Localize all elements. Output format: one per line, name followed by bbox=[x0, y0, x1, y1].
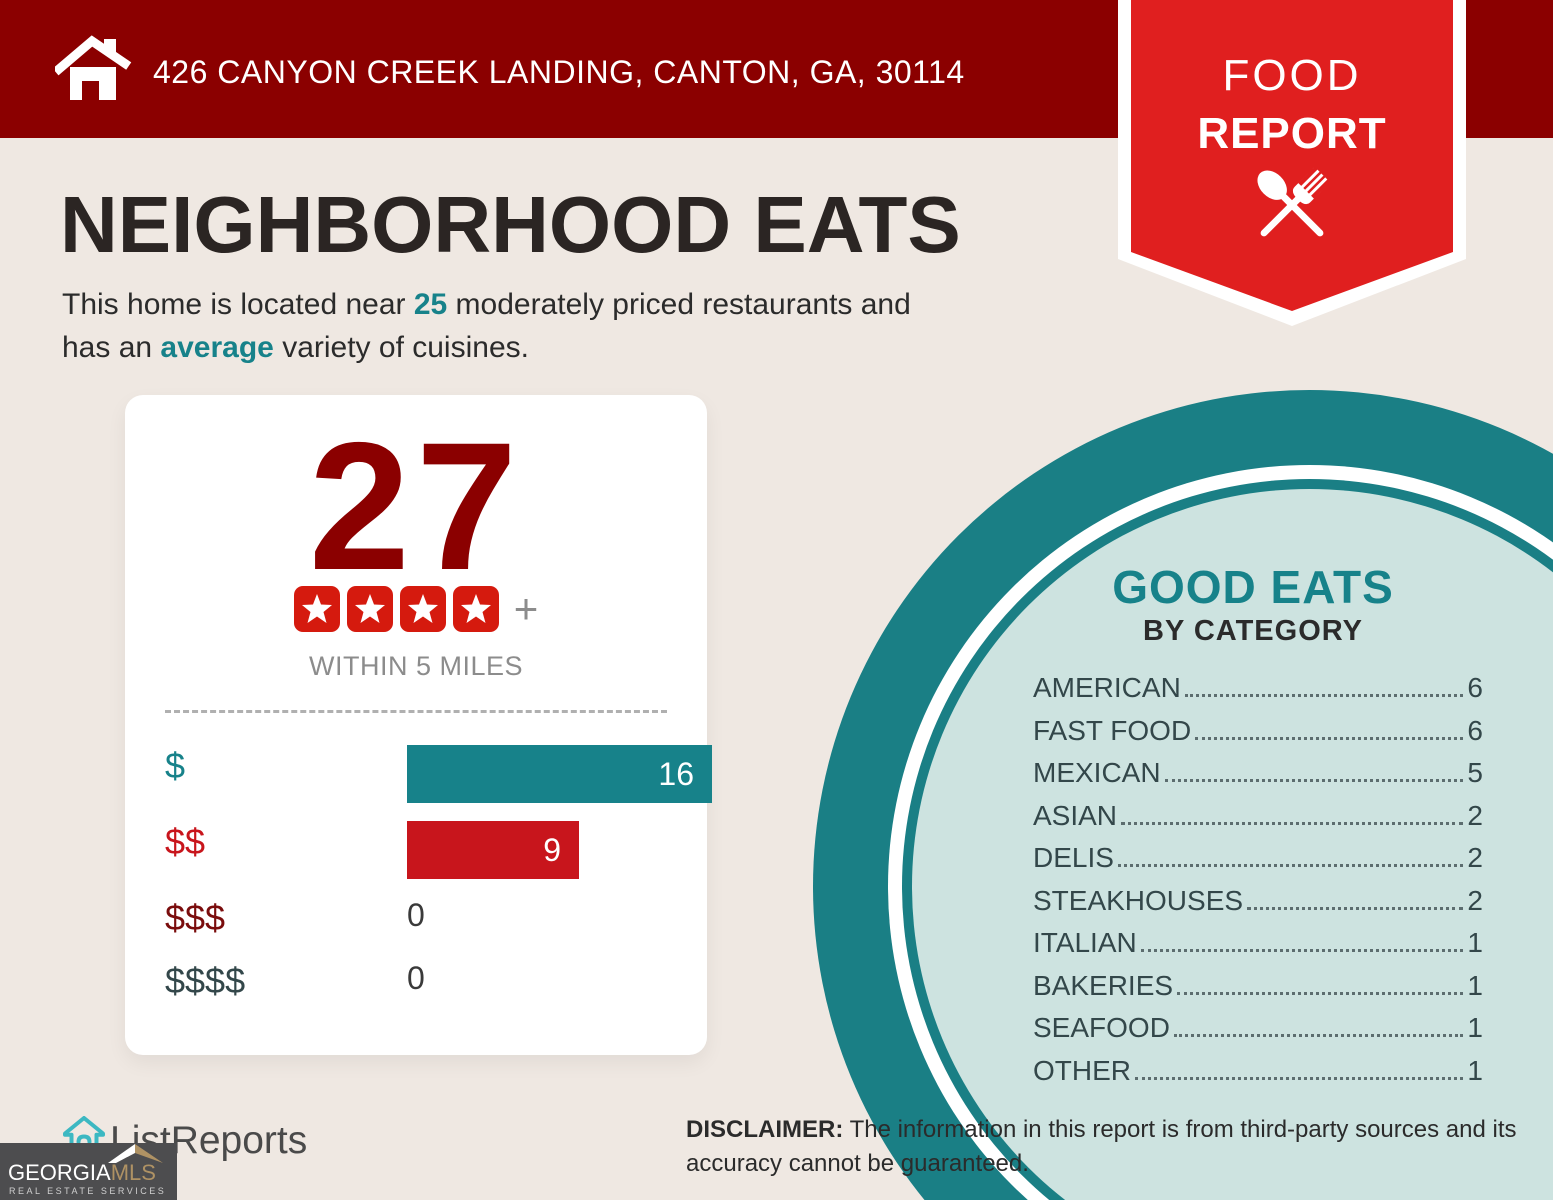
svg-text:FOOD: FOOD bbox=[1222, 51, 1361, 100]
svg-text:REPORT: REPORT bbox=[1197, 109, 1386, 158]
